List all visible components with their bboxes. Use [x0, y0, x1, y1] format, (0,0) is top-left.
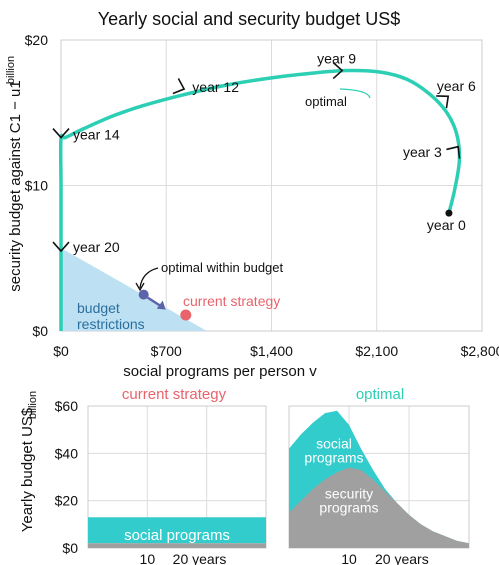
budget-restrictions-label-line-1: budget	[77, 300, 120, 316]
optimal-within-budget-label: optimal within budget	[161, 260, 284, 275]
security-programs-label: security programs	[319, 485, 378, 515]
security-programs-label-line: programs	[319, 499, 378, 515]
bottom-y-axis-unit: billion	[27, 391, 39, 419]
year-label: year 3	[403, 144, 442, 160]
social-programs-label-line: programs	[304, 450, 363, 466]
social-programs-band-label: social programs	[124, 527, 230, 544]
social-programs-label-line: social	[316, 436, 352, 452]
security-programs-area	[289, 467, 469, 548]
main-y-axis-unit: billion	[5, 56, 17, 84]
optimal-within-budget-arrow	[139, 267, 159, 289]
budget-restriction-area	[61, 248, 207, 331]
social-programs-band	[88, 517, 266, 544]
main-x-tick-label: $2,100	[355, 343, 398, 359]
year-label: year 9	[317, 51, 356, 67]
main-chart-points	[138, 289, 192, 321]
main-y-tick-label: $0	[32, 323, 48, 339]
panel-x-tick-label: 10	[140, 551, 156, 565]
main-x-tick-label: $700	[151, 343, 182, 359]
direction-chevron	[332, 61, 344, 80]
panel-y-tick-label: $20	[55, 493, 79, 509]
current-strategy-label: current strategy	[183, 293, 280, 309]
security-band	[88, 543, 266, 548]
budget-restrictions-label-line-2: restrictions	[77, 316, 145, 332]
year-labels: year 0 year 3 year 6 year 9 year 12 year 14 ye…	[73, 51, 476, 256]
direction-chevron	[52, 128, 70, 139]
current-strategy-panel-title: current strategy	[122, 386, 227, 403]
direction-chevron-mark	[446, 145, 461, 159]
optimal-label: optimal	[305, 94, 347, 109]
year-0-start-dot	[445, 209, 453, 217]
main-x-tick-label: $2,800	[461, 343, 499, 359]
optimal-arc-arrow	[339, 88, 371, 99]
main-y-tick-label: $20	[25, 32, 49, 48]
current-strategy-point	[180, 309, 192, 321]
main-y-axis-label: security budget against C1 − u1	[7, 80, 24, 291]
panel-y-tick-label: $60	[55, 398, 79, 414]
budget-restriction-region	[61, 248, 207, 331]
year-label: year 0	[427, 217, 466, 233]
main-chart-title: Yearly social and security budget US$	[98, 9, 401, 29]
security-programs-label-line: security	[325, 485, 373, 501]
year-label: year 20	[73, 239, 120, 255]
year-label: year 12	[192, 79, 239, 95]
current-strategy-panel: social programs 10 20 years $0 $20 $40 $60	[55, 398, 267, 565]
optimal-within-budget-point	[138, 289, 149, 300]
year-label: year 6	[437, 78, 476, 94]
trajectory-series	[52, 61, 462, 331]
main-x-tick-label: $0	[53, 343, 69, 359]
direction-chevron-mark	[172, 78, 186, 95]
optimal-panel-title: optimal	[356, 386, 404, 403]
social-programs-label: social programs	[304, 436, 363, 466]
panel-x-tick-label: 10	[341, 551, 357, 565]
direction-chevron-mark	[436, 95, 450, 109]
direction-chevron	[436, 95, 450, 109]
direction-chevron	[52, 241, 70, 253]
main-x-tick-label: $1,400	[250, 343, 293, 359]
panel-y-tick-label: $40	[55, 445, 79, 461]
optimal-within-budget-pointer-head	[156, 300, 166, 310]
budget-restrictions-label: budget restrictions	[77, 300, 145, 332]
year-label: year 14	[73, 127, 120, 143]
panel-y-tick-label: $0	[62, 540, 78, 556]
panel-x-tick-label: 20 years	[375, 551, 429, 565]
direction-chevron-mark	[52, 241, 70, 253]
panel-x-tick-label: 20 years	[173, 551, 227, 565]
direction-chevron	[446, 145, 461, 159]
bottom-y-axis-label: Yearly budget US$	[19, 407, 36, 532]
direction-chevron-mark	[332, 61, 344, 80]
direction-chevron	[172, 78, 186, 95]
main-y-tick-label: $10	[25, 178, 49, 194]
main-x-axis-label: social programs per person v	[123, 363, 317, 380]
main-chart-ticks: $0 $700 $1,400 $2,100 $2,800 $0 $10 $20	[25, 32, 499, 359]
direction-chevron-mark	[52, 128, 70, 139]
optimal-within-budget-arrowhead	[135, 282, 145, 292]
